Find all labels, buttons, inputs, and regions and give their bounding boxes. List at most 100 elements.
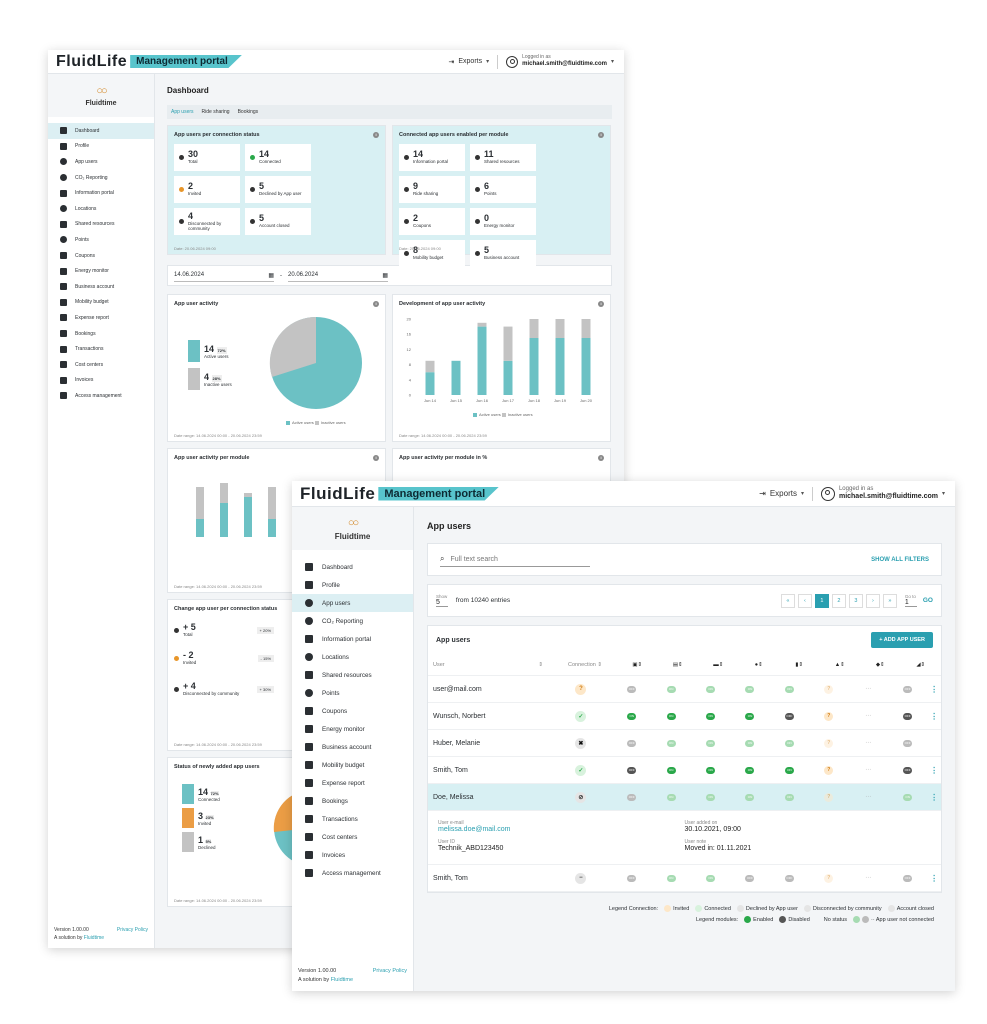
car-icon	[404, 187, 409, 192]
sidebar-item-locations[interactable]: Locations	[48, 201, 154, 217]
sidebar-item-business-account[interactable]: Business account	[292, 738, 413, 756]
sidebar-item-business-account[interactable]: Business account	[48, 279, 154, 295]
sidebar-item-expense-report[interactable]: Expense report	[48, 310, 154, 326]
sidebar-item-invoices[interactable]: Invoices	[48, 373, 154, 389]
sidebar-item-mobility-budget[interactable]: Mobility budget	[48, 295, 154, 311]
show-all-filters-link[interactable]: SHOW ALL FILTERS	[871, 556, 929, 563]
sidebar-item-dashboard[interactable]: Dashboard	[292, 558, 413, 576]
col-shared-resources[interactable]: ▤⇕	[658, 662, 699, 668]
tab-bookings[interactable]: Bookings	[237, 109, 259, 115]
info-icon[interactable]: i	[598, 301, 604, 307]
col-connection[interactable]: Connection ⇕	[553, 662, 617, 668]
row-menu-button[interactable]: ⋮	[930, 792, 939, 802]
add-app-user-button[interactable]: + ADD APP USER	[871, 632, 933, 648]
col-ride-sharing[interactable]: ▬⇕	[698, 662, 739, 668]
col-energy-monitor[interactable]: ▲⇕	[820, 662, 861, 668]
page-3-button[interactable]: 3	[848, 593, 863, 608]
info-icon[interactable]: i	[373, 301, 379, 307]
last-page-button[interactable]: »	[882, 593, 897, 608]
row-menu-button[interactable]: ⋮	[930, 765, 939, 775]
dashboard-tabs: App users Ride sharing Bookings	[167, 105, 612, 119]
sidebar-item-cost-centers[interactable]: Cost centers	[292, 828, 413, 846]
col-user[interactable]: User ⇕	[433, 662, 553, 668]
info-icon[interactable]: i	[373, 132, 379, 138]
connection-status-icon: −	[575, 872, 587, 884]
sidebar-item-bookings[interactable]: Bookings	[292, 792, 413, 810]
sidebar-item-profile[interactable]: Profile	[292, 576, 413, 594]
sidebar-item-locations[interactable]: Locations	[292, 648, 413, 666]
row-menu-button[interactable]: ⋮	[930, 684, 939, 694]
sidebar-item-transactions[interactable]: Transactions	[48, 341, 154, 357]
table-row[interactable]: Doe, Melissa ⊘ OFF ON ON ON ON? ··· ON ⋮	[428, 784, 941, 811]
tab-ride-sharing[interactable]: Ride sharing	[201, 109, 230, 115]
sidebar-item-co2[interactable]: CO₂ Reporting	[48, 170, 154, 186]
info-icon[interactable]: i	[598, 455, 604, 461]
sidebar-item-invoices[interactable]: Invoices	[292, 846, 413, 864]
info-icon[interactable]: i	[373, 455, 379, 461]
row-menu-button[interactable]: ⋮	[930, 873, 939, 883]
privacy-policy-link[interactable]: Privacy Policy	[372, 968, 407, 975]
exports-button[interactable]: ⇥ Exports ▾	[448, 58, 489, 66]
sidebar-item-shared-resources[interactable]: Shared resources	[48, 217, 154, 233]
search-input[interactable]: ⌕ Full text search	[440, 553, 590, 567]
sidebar-item-points[interactable]: Points	[292, 684, 413, 702]
user-email-link[interactable]: melissa.doe@mail.com	[438, 826, 511, 833]
sidebar-item-access-management[interactable]: Access management	[292, 864, 413, 882]
sidebar-item-information-portal[interactable]: Information portal	[292, 630, 413, 648]
sidebar-item-co2[interactable]: CO₂ Reporting	[292, 612, 413, 630]
row-menu-button[interactable]: ⋮	[930, 711, 939, 721]
table-row[interactable]: Smith, Tom ✓ OFF ON ON ON ON? ··· OFF ⋮	[428, 757, 941, 784]
col-points[interactable]: ●⇕	[739, 662, 780, 668]
solution-company-link[interactable]: Fluidtime	[83, 935, 105, 941]
sidebar-item-transactions[interactable]: Transactions	[292, 810, 413, 828]
privacy-policy-link[interactable]: Privacy Policy	[116, 927, 148, 933]
sidebar-item-shared-resources[interactable]: Shared resources	[292, 666, 413, 684]
table-row[interactable]: Smith, Tom − OFF ON ON OFF OFF? ··· OFF ⋮	[428, 865, 941, 892]
sidebar-item-profile[interactable]: Profile	[48, 139, 154, 155]
go-button[interactable]: GO	[922, 597, 933, 604]
sidebar-item-bookings[interactable]: Bookings	[48, 326, 154, 342]
sidebar-item-coupons[interactable]: Coupons	[48, 248, 154, 264]
bar-inactive	[425, 360, 435, 373]
page-1-button[interactable]: 1	[814, 593, 829, 608]
date-to-input[interactable]: 20.06.2024 ▦	[288, 269, 388, 282]
app-users-main: App users ⌕ Full text search SHOW ALL FI…	[414, 507, 955, 991]
sidebar-item-cost-centers[interactable]: Cost centers	[48, 357, 154, 373]
info-icon[interactable]: i	[598, 132, 604, 138]
page-size-select[interactable]: Show 5	[436, 594, 448, 607]
exports-button[interactable]: ⇥ Exports ▾	[759, 489, 804, 498]
first-page-button[interactable]: «	[780, 593, 795, 608]
sidebar-item-energy-monitor[interactable]: Energy monitor	[292, 720, 413, 738]
prev-page-button[interactable]: ‹	[797, 593, 812, 608]
table-row[interactable]: Huber, Melanie ✖ OFF ON ON ON ON? ··· OFF	[428, 730, 941, 757]
sidebar-item-energy-monitor[interactable]: Energy monitor	[48, 263, 154, 279]
logo[interactable]: FluidLife Management portal	[56, 53, 242, 71]
sidebar-item-expense-report[interactable]: Expense report	[292, 774, 413, 792]
sidebar-item-information-portal[interactable]: Information portal	[48, 185, 154, 201]
table-row[interactable]: Wunsch, Norbert ✓ ON ON ON ON OFF? ··· OFF ⋮	[428, 703, 941, 730]
logo[interactable]: FluidLife Management portal	[300, 484, 500, 504]
sidebar-item-mobility-budget[interactable]: Mobility budget	[292, 756, 413, 774]
sidebar-item-app-users[interactable]: App users	[292, 594, 413, 612]
sidebar-item-points[interactable]: Points	[48, 232, 154, 248]
goto-page-input[interactable]: Go to 1	[904, 594, 917, 607]
user-menu[interactable]: Logged in as michael.smith@fluidtime.com…	[506, 55, 614, 68]
module-status-pill: ···	[865, 875, 872, 881]
col-business-account[interactable]: ◆⇕	[860, 662, 901, 668]
page-2-button[interactable]: 2	[831, 593, 846, 608]
date-from-input[interactable]: 14.06.2024 ▦	[174, 269, 274, 282]
table-row[interactable]: user@mail.com? OFF ON ON ON ON? ··· OFF ⋮	[428, 676, 941, 703]
next-page-button[interactable]: ›	[865, 593, 880, 608]
sidebar-item-dashboard[interactable]: Dashboard	[48, 123, 154, 139]
col-coupons[interactable]: ▮⇕	[779, 662, 820, 668]
sidebar-item-app-users[interactable]: App users	[48, 154, 154, 170]
sidebar-item-access-management[interactable]: Access management	[48, 388, 154, 404]
user-menu[interactable]: Logged in as michael.smith@fluidtime.com…	[820, 486, 945, 501]
col-mobility-budget[interactable]: ◢⇕	[901, 662, 942, 668]
active-label: Active users	[204, 353, 229, 359]
solution-company-link[interactable]: Fluidtime	[330, 977, 354, 984]
col-information-portal[interactable]: ▣⇕	[617, 662, 658, 668]
sidebar-item-coupons[interactable]: Coupons	[292, 702, 413, 720]
tab-app-users[interactable]: App users	[171, 109, 194, 115]
legend-not-connected: ·· App user not connected	[853, 916, 934, 923]
